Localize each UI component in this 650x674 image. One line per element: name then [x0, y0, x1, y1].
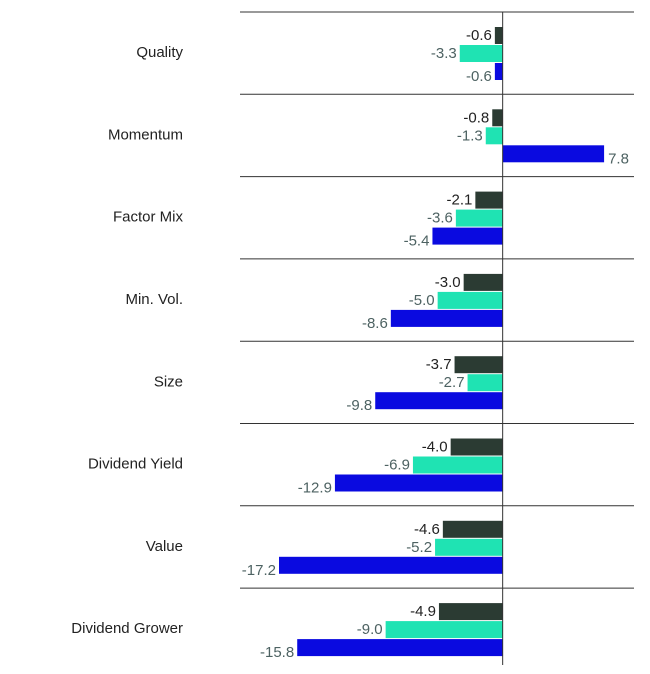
bar — [502, 145, 605, 163]
bar — [442, 520, 503, 538]
bar — [485, 127, 503, 145]
bar — [390, 309, 503, 327]
value-label: -0.6 — [466, 68, 492, 85]
value-label: -5.0 — [409, 292, 435, 309]
value-label: -3.3 — [431, 45, 457, 62]
category-label: Factor Mix — [113, 209, 184, 226]
bar — [455, 209, 503, 227]
category-label: Dividend Grower — [71, 620, 183, 637]
value-label: -5.2 — [406, 539, 432, 556]
bar — [334, 474, 503, 492]
value-label: -9.0 — [357, 621, 383, 638]
value-label: -6.9 — [384, 456, 410, 473]
value-label: -5.4 — [404, 233, 430, 250]
bar — [494, 27, 503, 44]
value-label: -3.6 — [427, 210, 453, 227]
bar — [412, 456, 503, 474]
bar — [375, 392, 503, 410]
bar — [297, 639, 503, 657]
bar — [454, 356, 503, 374]
bar — [494, 63, 503, 80]
value-label: -2.7 — [439, 374, 465, 391]
value-label: -4.0 — [422, 438, 448, 455]
bar — [450, 438, 503, 456]
value-label: -2.1 — [447, 192, 473, 209]
value-label: -1.3 — [457, 127, 483, 144]
value-label: -0.6 — [466, 27, 492, 44]
bar — [432, 227, 503, 245]
bar — [492, 109, 503, 127]
value-label: -9.8 — [346, 397, 372, 414]
category-label: Size — [154, 373, 183, 390]
bar — [279, 556, 503, 574]
value-label: -0.8 — [463, 109, 489, 126]
value-label: -3.7 — [426, 356, 452, 373]
bar — [437, 291, 503, 309]
bar — [438, 603, 503, 621]
value-label: -8.6 — [362, 315, 388, 332]
category-label: Momentum — [108, 126, 183, 143]
value-label: 7.8 — [608, 150, 629, 167]
bar — [435, 538, 503, 556]
category-label: Quality — [136, 44, 183, 61]
value-label: -4.9 — [410, 603, 436, 620]
value-label: -17.2 — [242, 562, 276, 579]
bar — [475, 191, 503, 209]
value-label: -15.8 — [260, 644, 294, 661]
value-label: -4.6 — [414, 521, 440, 538]
category-label: Dividend Yield — [88, 456, 183, 473]
value-label: -12.9 — [298, 479, 332, 496]
category-label: Min. Vol. — [125, 291, 183, 308]
bar — [459, 45, 503, 62]
bar — [463, 273, 503, 291]
bar — [385, 621, 503, 639]
value-label: -3.0 — [435, 274, 461, 291]
category-label: Value — [146, 538, 183, 555]
bar — [467, 374, 503, 392]
